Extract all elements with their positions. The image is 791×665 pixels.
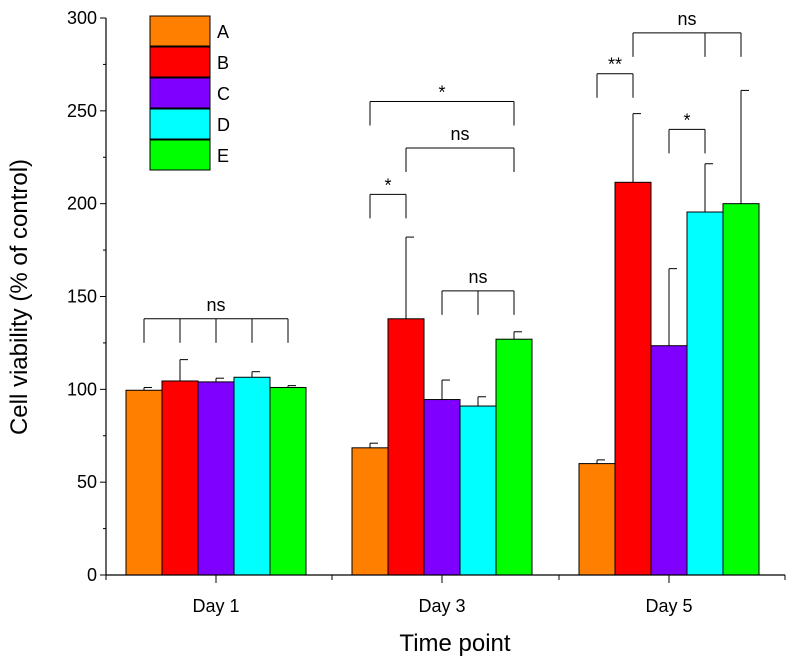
bar [387,318,425,576]
bars-layer [125,181,760,576]
legend-swatch [149,108,211,140]
significance-label: * [384,175,391,195]
legend-label: D [217,115,230,135]
y-tick-label: 150 [67,287,97,307]
bar [459,405,497,576]
bar [125,389,163,576]
y-tick-label: 0 [87,565,97,585]
significance-label: * [438,83,445,103]
significance-label: ns [450,124,469,144]
error-bars-layer [143,89,749,464]
x-tick-label: Day 5 [645,596,692,616]
x-axis-title: Time point [399,630,510,657]
x-tick-label: Day 1 [192,596,239,616]
legend-swatch [149,46,211,78]
significance-label: ns [468,267,487,287]
significance-label: ** [608,55,622,75]
legend-swatch [149,77,211,109]
bar [197,381,235,576]
bar [650,345,688,576]
bar [495,338,533,576]
legend-swatch [149,139,211,171]
significance-label: ns [206,295,225,315]
bar [269,386,307,576]
y-tick-label: 200 [67,194,97,214]
bar [233,376,271,576]
x-tick-label: Day 3 [418,596,465,616]
legend-label: A [217,22,229,42]
bar [722,203,760,576]
bar [614,181,652,576]
legend-label: C [217,84,230,104]
bar [351,447,389,576]
y-axis-title: Cell viability (% of control) [6,159,33,435]
bar [686,211,724,576]
y-tick-label: 50 [77,472,97,492]
significance-label: * [683,110,690,130]
axes: 0 50 100 150 200 250 300 Day 1 Day 3 Day 5 [67,8,786,616]
bar [423,399,461,576]
significance-annotations: ns * ns * ns ** ns * [143,9,742,343]
y-tick-label: 100 [67,379,97,399]
bar [161,380,199,576]
bar [578,463,616,576]
y-tick-label: 300 [67,8,97,28]
legend-label: B [217,53,229,73]
significance-label: ns [677,9,696,29]
legend-label: E [217,146,229,166]
legend-swatch [149,15,211,47]
y-tick-label: 250 [67,101,97,121]
